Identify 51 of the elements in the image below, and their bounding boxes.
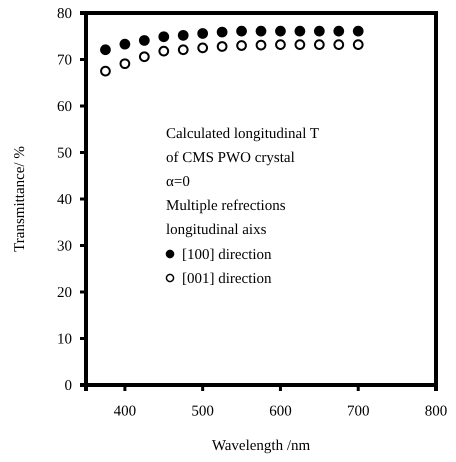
point bbox=[197, 42, 208, 54]
point bbox=[158, 31, 170, 42]
point bbox=[275, 26, 286, 36]
y-tick-label: 80 bbox=[57, 6, 72, 22]
y-axis-title: Transmittance/ % bbox=[12, 146, 28, 252]
point bbox=[216, 41, 228, 52]
y-tick-label: 30 bbox=[57, 238, 72, 254]
annotation: Calculated longitudinal T bbox=[166, 126, 320, 142]
point bbox=[178, 44, 189, 56]
x-tick-label: 700 bbox=[346, 404, 370, 420]
point bbox=[352, 39, 364, 50]
y-tick-label: 50 bbox=[57, 145, 72, 162]
legend-label: [001] direction bbox=[182, 271, 272, 287]
point bbox=[120, 58, 130, 70]
point bbox=[216, 26, 228, 38]
x-tick-label: 800 bbox=[424, 404, 448, 420]
annotation: longitudinal aixs bbox=[166, 222, 267, 238]
annotation: Multiple refrections bbox=[166, 198, 286, 214]
point bbox=[333, 26, 344, 36]
point bbox=[197, 28, 208, 39]
point bbox=[294, 39, 306, 50]
point bbox=[100, 66, 111, 76]
point bbox=[138, 35, 150, 46]
annotation: of CMS PWO crystal bbox=[166, 150, 295, 166]
point bbox=[256, 26, 266, 36]
point bbox=[100, 44, 111, 56]
point bbox=[314, 26, 325, 36]
point bbox=[333, 39, 344, 50]
point bbox=[158, 46, 170, 56]
annotation: α=0 bbox=[166, 174, 190, 190]
point bbox=[352, 26, 364, 36]
x-tick-label: 500 bbox=[191, 404, 214, 420]
x-tick-label: 600 bbox=[269, 404, 292, 420]
y-tick-label: 0 bbox=[64, 378, 72, 394]
point bbox=[236, 40, 247, 51]
point bbox=[236, 26, 247, 36]
point bbox=[256, 40, 266, 50]
point bbox=[294, 26, 306, 36]
x-tick-label: 400 bbox=[114, 404, 136, 420]
y-tick-label: 20 bbox=[57, 284, 72, 301]
y-tick-label: 70 bbox=[57, 52, 72, 68]
x-axis-title: Wavelength /nm bbox=[212, 438, 310, 454]
point bbox=[138, 51, 150, 62]
point bbox=[120, 38, 130, 50]
point bbox=[314, 39, 325, 50]
point bbox=[178, 30, 189, 41]
y-tick-label: 10 bbox=[57, 331, 72, 348]
legend-label: [100] direction bbox=[182, 247, 272, 263]
point bbox=[275, 39, 286, 50]
y-tick-label: 60 bbox=[57, 98, 72, 115]
y-tick-label: 40 bbox=[57, 192, 72, 208]
